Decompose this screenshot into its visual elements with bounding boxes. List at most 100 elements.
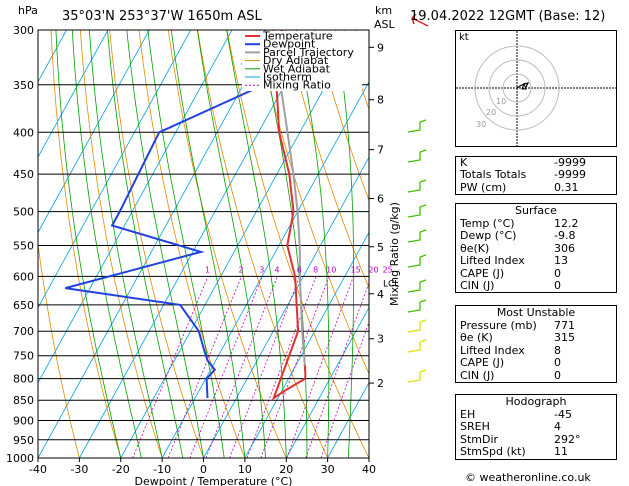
index-row-k: K -9999: [460, 156, 586, 169]
km-tick-label: 6: [377, 193, 384, 206]
pressure-tick-label: 700: [13, 325, 34, 338]
legend-label: Mixing Ratio: [263, 79, 331, 92]
pressure-tick-label: 850: [13, 394, 34, 407]
wind-barb-icon: [407, 339, 427, 353]
mu-row: Lifted Index 8: [460, 343, 561, 357]
hodograph-stats-panel: Hodograph EH -45 SREH 4 StmDir 292° StmSpd …: [455, 394, 617, 460]
pressure-tick-label: 800: [13, 373, 34, 386]
hodograph-ring-label-10: 10: [496, 97, 506, 106]
hodo-row: SREH 4: [460, 420, 561, 434]
mixing-ratio-label: 8: [313, 265, 318, 274]
header-location: 35°03'N 253°37'W 1650m ASL: [62, 9, 262, 24]
isotherm-line: [161, 80, 369, 458]
wet-adiabat-line: [296, 30, 330, 458]
pressure-tick-label: 750: [13, 350, 34, 363]
km-tick-label: 2: [377, 377, 384, 390]
surface-row: CAPE (J) 0: [460, 266, 561, 280]
legend-label: Wet Adiabat: [263, 62, 331, 75]
isotherm-line: [79, 30, 316, 458]
top-wind-barb-icon: [411, 13, 429, 27]
hodograph-ring-30: [474, 45, 560, 131]
wind-barb-icon: [407, 279, 427, 293]
hodo-row: StmDir 292°: [460, 432, 581, 446]
pressure-tick-label: 600: [13, 270, 34, 283]
parcel-trajectory-line: [272, 30, 306, 366]
mixing-ratio-label: 25: [383, 265, 393, 274]
mixing-ratio-label: 6: [297, 265, 302, 274]
wind-barb-icon: [407, 319, 427, 333]
dry-adiabat-line: [226, 30, 369, 458]
km-tick-label: 3: [377, 333, 384, 346]
header-datetime: 19.04.2022 12GMT (Base: 12): [410, 9, 606, 24]
pressure-tick-label: 550: [13, 239, 34, 252]
wind-barb-icon: [407, 299, 427, 313]
hodograph-ring-10: [502, 73, 532, 103]
mixing-ratio-label: 4: [274, 265, 279, 274]
x-tick-label: 30: [321, 463, 335, 476]
isotherm-line: [38, 30, 233, 384]
wet-adiabat-line: [55, 30, 122, 458]
lcl-label: LCL: [383, 279, 399, 289]
dry-adiabat-line: [314, 30, 369, 202]
wind-barb-icon: [407, 229, 427, 243]
pressure-tick-label: 500: [13, 206, 34, 219]
isotherm-line: [38, 30, 274, 458]
surface-row: Lifted Index 13: [460, 254, 568, 268]
pressure-tick-label: 900: [13, 415, 34, 428]
pressure-tick-label: 450: [13, 168, 34, 181]
plot-frame: [37, 29, 370, 459]
pressure-tick-label: 400: [13, 126, 34, 139]
mixing-ratio-line: [305, 281, 369, 458]
km-tick-label: 4: [377, 288, 384, 301]
wet-adiabat-line: [126, 30, 204, 458]
mu-row: CIN (J) 0: [460, 368, 561, 382]
surface-row: Temp (°C) 12.2: [460, 217, 579, 230]
pressure-tick-label: 950: [13, 434, 34, 447]
x-tick-label: 0: [200, 463, 207, 476]
header-hpa: hPa: [18, 4, 38, 17]
isotherm-line: [203, 156, 369, 458]
km-tick-label: 5: [377, 241, 384, 254]
x-tick-label: 10: [238, 463, 252, 476]
mixing-ratio-label: 10: [326, 265, 336, 274]
x-tick-label: -30: [70, 463, 88, 476]
km-tick-label: 9: [377, 41, 384, 54]
isotherm-line: [38, 30, 109, 158]
x-tick-label: -10: [153, 463, 171, 476]
legend-label: Isotherm: [263, 71, 312, 84]
pressure-tick-label: 350: [13, 79, 34, 92]
wind-barb-icon: [407, 254, 427, 268]
wind-barb-icon: [407, 369, 427, 383]
header-asl: ASL: [374, 18, 395, 31]
indices-panel: K -9999 Totals Totals -9999 PW (cm) 0.31: [455, 156, 617, 196]
hodograph-ring-label-30: 30: [476, 120, 486, 129]
wind-barb-icon: [407, 149, 427, 163]
pressure-tick-label: 1000: [6, 452, 34, 465]
pressure-tick-label: 650: [13, 299, 34, 312]
x-tick-label: 20: [279, 463, 293, 476]
isotherm-line: [327, 381, 369, 458]
wind-barb-icon: [407, 119, 427, 133]
legend-label: Temperature: [262, 30, 333, 43]
hodo-row: EH -45: [460, 408, 572, 421]
hodograph-kt-label: kt: [459, 32, 469, 43]
isotherm-line: [285, 306, 369, 458]
dry-adiabat-line: [285, 30, 369, 289]
x-tick-label: -40: [29, 463, 47, 476]
x-tick-label: 40: [362, 463, 376, 476]
temperature-line: [271, 30, 307, 401]
surface-row: θe(K) 306: [460, 241, 575, 255]
surface-panel: Surface Temp (°C) 12.2 Dewp (°C) -9.8 θe(K…: [455, 203, 617, 294]
index-row-pw: PW (cm) 0.31: [460, 180, 579, 194]
km-tick-label: 8: [377, 94, 384, 107]
storm-motion-icon: [521, 82, 527, 90]
wet-adiabat-line: [335, 30, 355, 458]
isotherm-line: [38, 30, 150, 234]
mixing-ratio-label: 15: [351, 265, 361, 274]
hodograph-box: kt 10 20 30: [455, 30, 617, 147]
mixing-ratio-label: 20: [368, 265, 378, 274]
mixing-ratio-label: 3: [259, 265, 264, 274]
x-axis-label: Dewpoint / Temperature (°C): [135, 475, 293, 486]
mixing-ratio-label: 1: [205, 265, 210, 274]
hodo-row: StmSpd (kt) 11: [460, 445, 568, 459]
